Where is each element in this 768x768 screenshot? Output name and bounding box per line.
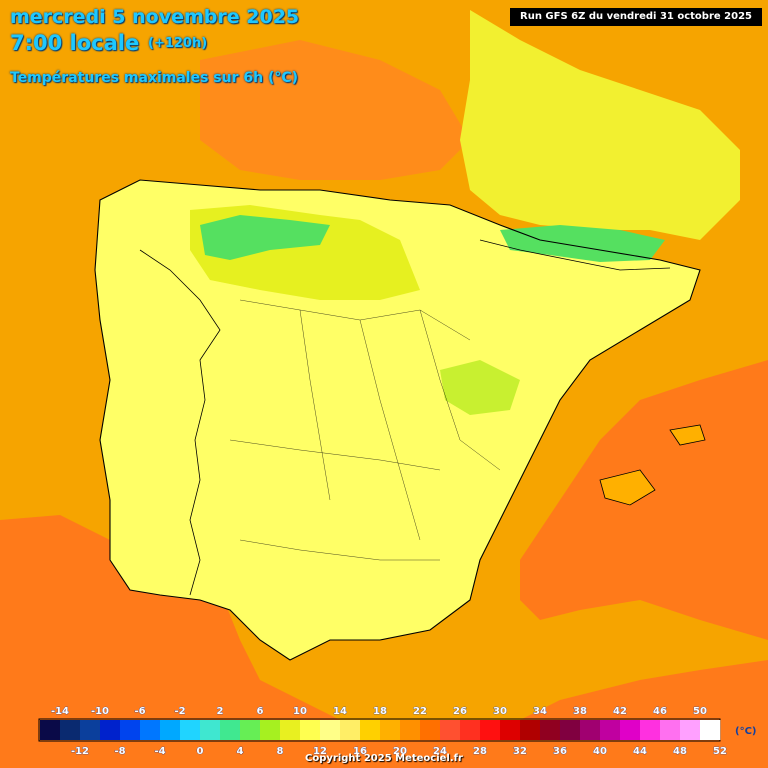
- legend-top-labels: -14 -10 -6 -2 2 6 10 14 18 22 26 30 34 38 42 46 50: [51, 706, 708, 718]
- cantabrian-cold-patch: [200, 215, 330, 260]
- legend-swatch: [80, 720, 101, 740]
- legend-top-label: 6: [257, 706, 264, 717]
- legend-top-label: 30: [493, 706, 507, 717]
- legend-swatch: [240, 720, 261, 740]
- legend-top-label: -10: [91, 706, 109, 717]
- legend-bottom-labels: -12 -8 -4 0 4 8 12 16 20 24 28 32 36 40 44 48 52: [71, 746, 728, 758]
- legend-swatch: [700, 720, 721, 740]
- legend-top-label: 38: [573, 706, 587, 717]
- legend-top-label: -2: [174, 706, 185, 717]
- portugal-border: [139, 249, 221, 596]
- legend-swatch: [600, 720, 621, 740]
- legend-swatch: [40, 720, 61, 740]
- legend-bottom-label: 52: [713, 746, 727, 757]
- legend-swatch: [620, 720, 641, 740]
- legend-swatch: [180, 720, 201, 740]
- legend-swatch: [120, 720, 141, 740]
- legend-bottom-label: 44: [633, 746, 647, 757]
- forecast-date: mercredi 5 novembre 2025: [10, 6, 300, 28]
- legend-bottom-label: 16: [353, 746, 367, 757]
- legend-top-label: 22: [413, 706, 427, 717]
- legend-swatch: [200, 720, 221, 740]
- legend-swatch: [480, 720, 501, 740]
- legend-bottom-label: 36: [553, 746, 567, 757]
- france-south-land: [460, 10, 740, 240]
- legend-top-label: 26: [453, 706, 467, 717]
- legend-bottom-label: -12: [71, 746, 89, 757]
- legend-bottom-label: 0: [197, 746, 204, 757]
- legend-bottom-label: 20: [393, 746, 407, 757]
- legend-swatch: [160, 720, 181, 740]
- legend-swatch: [360, 720, 381, 740]
- legend-swatches: [40, 720, 721, 740]
- france-border: [479, 239, 671, 271]
- legend-swatch: [500, 720, 521, 740]
- menorca: [669, 424, 706, 446]
- legend-top-label: -6: [134, 706, 145, 717]
- legend-swatch: [260, 720, 281, 740]
- legend-top-label: 50: [693, 706, 707, 717]
- legend-swatch: [560, 720, 581, 740]
- mallorca: [599, 469, 656, 506]
- model-run-label: Run GFS 6Z du vendredi 31 octobre 2025: [510, 8, 762, 26]
- parameter-title: Températures maximales sur 6h (°C): [10, 70, 299, 86]
- coastline: [94, 179, 701, 661]
- forecast-time: 7:00 locale: [10, 31, 140, 55]
- legend-top-label: 14: [333, 706, 347, 717]
- legend-bottom-label: 40: [593, 746, 607, 757]
- legend-swatch: [340, 720, 361, 740]
- legend-swatch: [540, 720, 561, 740]
- legend-swatch: [580, 720, 601, 740]
- region-borders: [229, 299, 501, 561]
- legend-swatch: [140, 720, 161, 740]
- legend-swatch: [220, 720, 241, 740]
- pyrenees-cold-patch: [500, 225, 665, 262]
- legend-swatch: [100, 720, 121, 740]
- legend-swatch: [640, 720, 661, 740]
- legend-swatch: [440, 720, 461, 740]
- legend-bottom-label: 4: [237, 746, 244, 757]
- legend-swatch: [300, 720, 321, 740]
- legend-top-label: -14: [51, 706, 69, 717]
- legend-bottom-label: 24: [433, 746, 447, 757]
- legend-swatch: [400, 720, 421, 740]
- north-warm-zone: [200, 40, 470, 180]
- forecast-offset: (+120h): [148, 36, 208, 51]
- legend-top-label: 18: [373, 706, 387, 717]
- legend-unit: (°C): [735, 726, 757, 737]
- copyright: Copyright 2025 Meteociel.fr: [305, 753, 463, 764]
- legend-swatch: [380, 720, 401, 740]
- legend-top-label: 46: [653, 706, 667, 717]
- legend-bottom-label: 32: [513, 746, 527, 757]
- iberia-land: [95, 180, 700, 660]
- iberian-cold-patch: [440, 360, 520, 415]
- legend-bottom-label: 48: [673, 746, 687, 757]
- legend-bottom-label: -8: [114, 746, 125, 757]
- legend-swatch: [320, 720, 341, 740]
- legend-bottom-label: 12: [313, 746, 327, 757]
- legend-top-label: 34: [533, 706, 547, 717]
- temperature-legend: -14 -10 -6 -2 2 6 10 14 18 22 26 30 34 38 42 46 50 -12 -8…: [38, 706, 728, 758]
- legend-bottom-label: 28: [473, 746, 487, 757]
- legend-swatch: [520, 720, 541, 740]
- legend-top-label: 2: [217, 706, 224, 717]
- legend-swatch: [660, 720, 681, 740]
- legend-bottom-label: 8: [277, 746, 284, 757]
- legend-swatch: [680, 720, 701, 740]
- mediterranean-warm-zone: [520, 360, 768, 640]
- legend-swatch: [420, 720, 441, 740]
- legend-swatch: [60, 720, 81, 740]
- legend-swatch: [460, 720, 481, 740]
- legend-swatch: [280, 720, 301, 740]
- legend-bottom-label: -4: [154, 746, 165, 757]
- legend-top-label: 10: [293, 706, 307, 717]
- legend-top-label: 42: [613, 706, 627, 717]
